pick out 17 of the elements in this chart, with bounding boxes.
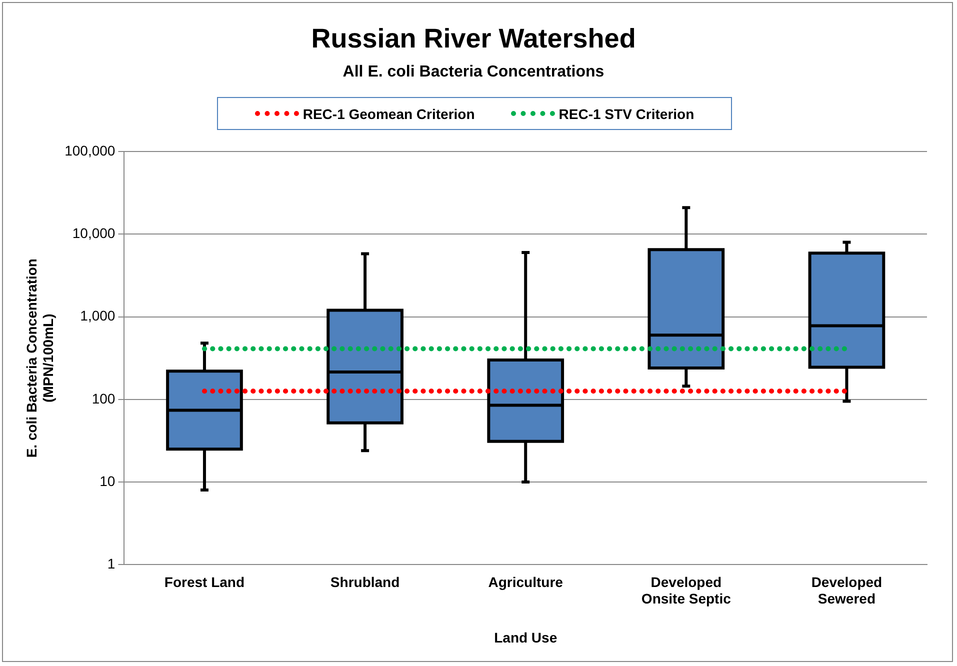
y-tick-label: 10,000	[72, 225, 116, 242]
y-tick-label: 100	[92, 390, 116, 406]
chart-title: Russian River Watershed	[311, 24, 636, 54]
x-tick-label: Forest Land	[164, 574, 245, 590]
chart-subtitle: All E. coli Bacteria Concentrations	[342, 63, 604, 80]
y-tick-label: 100,000	[64, 142, 116, 158]
legend-label: REC-1 Geomean Criterion	[302, 106, 475, 122]
y-tick-label: 1	[107, 555, 116, 572]
legend-label: REC-1 STV Criterion	[558, 106, 694, 122]
x-tick-label: Developed Sewered	[811, 574, 882, 607]
y-axis-title: E. coli Bacteria Concentration (MPN/100mL)	[23, 258, 56, 458]
x-axis-title: Land Use	[494, 629, 558, 646]
x-tick-label: Shrubland	[330, 574, 400, 590]
y-tick-label: 10	[100, 472, 116, 489]
x-tick-label: Agriculture	[488, 574, 564, 590]
x-tick-label: Developed Onsite Septic	[641, 574, 732, 607]
y-tick-label: 1,000	[80, 308, 116, 324]
